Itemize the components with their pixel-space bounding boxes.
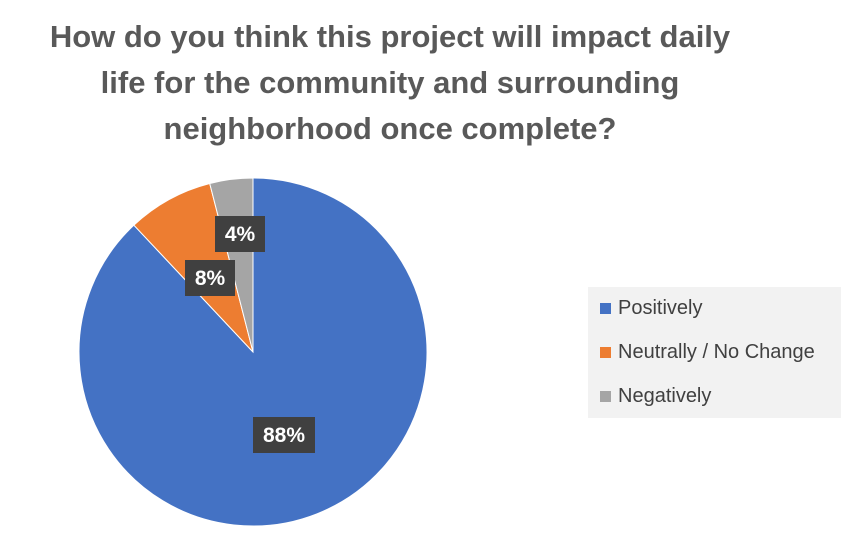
legend: Positively Neutrally / No Change Negativ…: [588, 287, 841, 418]
data-label-positively: 88%: [253, 417, 315, 453]
legend-item-neutrally: Neutrally / No Change: [600, 339, 815, 365]
data-label-text: 4%: [225, 223, 256, 246]
legend-label-positively: Positively: [618, 296, 703, 319]
chart-title: How do you think this project will impac…: [0, 14, 780, 152]
legend-item-negatively: Negatively: [600, 383, 711, 409]
data-label-box: [253, 417, 315, 453]
data-label-negatively: 4%: [215, 216, 265, 252]
chart-title-line-2: life for the community and surrounding: [100, 65, 680, 100]
legend-label-neutrally: Neutrally / No Change: [618, 340, 815, 363]
legend-item-positively: Positively: [600, 295, 702, 321]
data-label-text: 8%: [195, 267, 226, 290]
legend-swatch-negatively: [600, 390, 611, 402]
chart-title-line-1: How do you think this project will impac…: [49, 19, 731, 54]
chart-title-line-3: neighborhood once complete?: [163, 111, 617, 146]
legend-swatch-positively: [600, 302, 611, 314]
legend-label-negatively: Negatively: [618, 384, 712, 407]
data-label-box: [215, 216, 265, 252]
data-label-neutrally-no-change: 8%: [185, 260, 235, 296]
legend-swatch-neutrally: [600, 346, 611, 358]
data-label-box: [185, 260, 235, 296]
data-label-text: 88%: [263, 424, 305, 447]
